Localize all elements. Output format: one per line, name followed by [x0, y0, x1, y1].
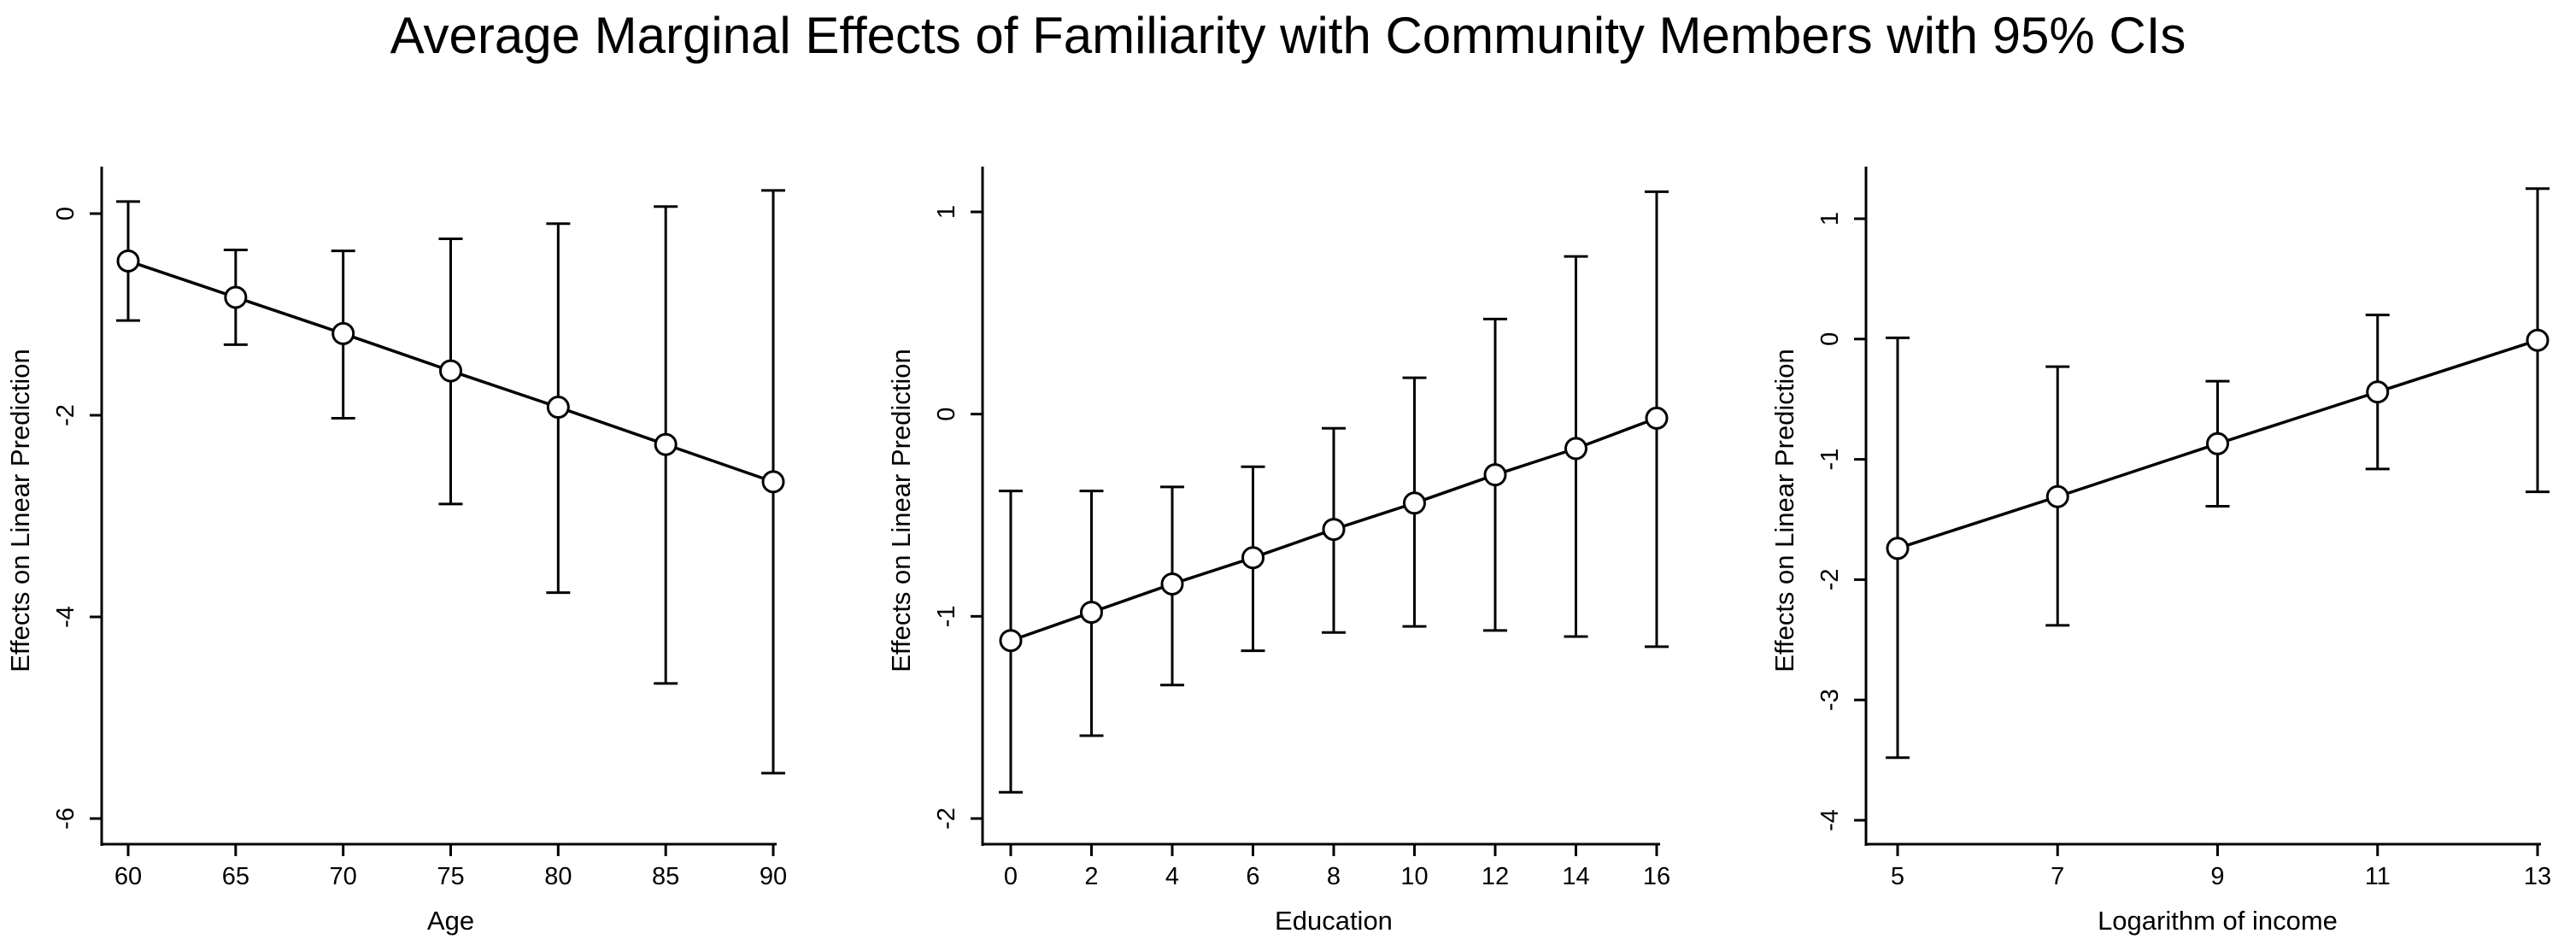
y-tick-label: 1	[933, 205, 960, 219]
x-tick-label: 65	[222, 863, 249, 890]
y-tick-label: -1	[1816, 449, 1844, 471]
y-tick-label: 0	[933, 408, 960, 421]
x-tick-label: 4	[1165, 863, 1179, 890]
x-tick-label: 8	[1327, 863, 1341, 890]
x-axis-label: Age	[427, 906, 474, 936]
x-tick-label: 60	[114, 863, 142, 890]
y-tick-label: -3	[1816, 689, 1844, 711]
x-tick-label: 10	[1400, 863, 1428, 890]
x-tick-label: 90	[760, 863, 787, 890]
y-axis-label: Effects on Linear Prediction	[5, 349, 35, 672]
y-tick-label: -4	[1816, 809, 1844, 831]
x-tick-label: 70	[330, 863, 357, 890]
data-point	[1080, 601, 1103, 625]
y-axis-label: Effects on Linear Prediction	[1769, 349, 1799, 672]
x-tick-label: 14	[1562, 863, 1589, 890]
x-axis-label: Education	[1275, 906, 1393, 936]
y-tick-label: -2	[52, 404, 79, 426]
data-point	[2526, 328, 2550, 352]
x-tick-label: 5	[1891, 863, 1904, 890]
x-tick-label: 16	[1643, 863, 1670, 890]
x-tick-label: 7	[2051, 863, 2064, 890]
x-tick-label: 85	[652, 863, 679, 890]
y-tick-label: -2	[933, 807, 960, 830]
x-tick-label: 9	[2210, 863, 2224, 890]
chart-title: Average Marginal Effects of Familiarity …	[390, 7, 2186, 64]
x-tick-label: 75	[437, 863, 464, 890]
x-axis-label: Logarithm of income	[2098, 906, 2338, 936]
x-tick-label: 2	[1084, 863, 1098, 890]
data-point	[224, 285, 248, 309]
data-point	[1322, 518, 1346, 542]
data-point	[1564, 437, 1587, 461]
data-point	[2045, 484, 2069, 508]
y-axis-label: Effects on Linear Prediction	[886, 349, 916, 672]
y-tick-label: 1	[1816, 212, 1844, 226]
data-point	[1483, 463, 1507, 487]
x-tick-label: 11	[2365, 863, 2391, 890]
data-point	[1403, 491, 1426, 515]
y-tick-label: -1	[933, 605, 960, 627]
x-tick-label: 80	[544, 863, 572, 890]
data-point	[1241, 546, 1265, 570]
data-point	[116, 249, 140, 273]
x-tick-label: 12	[1482, 863, 1509, 890]
data-point	[2206, 431, 2229, 455]
data-point	[2366, 380, 2390, 404]
y-tick-label: 0	[52, 207, 79, 220]
y-tick-label: -6	[52, 807, 79, 830]
y-tick-label: 0	[1816, 332, 1844, 346]
data-point	[654, 432, 678, 456]
panel-age: 0 -2 -4 -6 60 65 70 75 80 85 90 Age Effects on Linea…	[5, 167, 787, 936]
data-point	[999, 629, 1023, 653]
y-tick-label: -2	[1816, 569, 1844, 591]
data-point	[1645, 406, 1669, 430]
x-tick-label: 13	[2524, 863, 2551, 890]
data-point	[439, 359, 462, 383]
data-point	[761, 470, 785, 494]
panel-income: 1 0 -1 -2 -3 -4 5 7 9 11 13 Logarithm of income Effe…	[1769, 167, 2551, 936]
data-point	[546, 396, 570, 420]
y-tick-label: -4	[52, 606, 79, 628]
x-tick-label: 6	[1246, 863, 1259, 890]
x-tick-label: 0	[1004, 863, 1018, 890]
data-point	[1160, 572, 1184, 596]
data-point	[1886, 537, 1910, 561]
data-point	[332, 321, 355, 345]
